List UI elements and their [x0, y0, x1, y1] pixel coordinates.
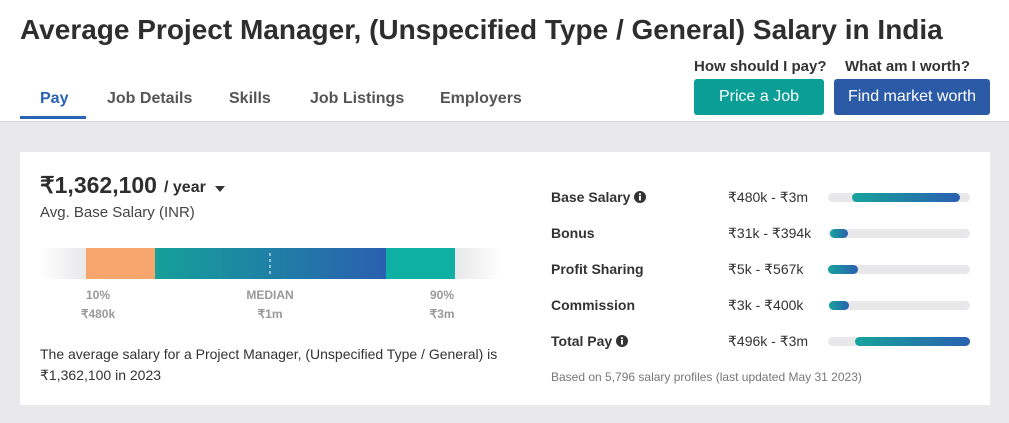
- page-title: Average Project Manager, (Unspecified Ty…: [20, 14, 943, 45]
- range-value: ₹3m: [429, 307, 455, 321]
- tab[interactable]: Pay: [40, 90, 69, 107]
- pay-row-label: Profit Sharing: [551, 261, 644, 277]
- pay-row-fill: [829, 301, 849, 310]
- label-text: Base Salary: [551, 189, 631, 205]
- range-fade: [40, 248, 86, 279]
- pay-row-track: [828, 265, 970, 274]
- pay-row-label: Total Pay: [551, 333, 629, 349]
- info-icon[interactable]: [634, 191, 647, 203]
- salary-period[interactable]: / year: [164, 179, 206, 196]
- pay-row-range: ₹3k - ₹400k: [728, 297, 804, 313]
- pay-row-label: Commission: [551, 297, 636, 313]
- tab-underline: [20, 116, 86, 119]
- range-value: ₹1m: [257, 307, 283, 321]
- pay-row-range: ₹496k - ₹3m: [728, 333, 809, 349]
- cta-question: What am I worth?: [845, 58, 970, 75]
- range-high: [386, 248, 455, 279]
- range-middle: [155, 248, 386, 279]
- pay-row-fill: [852, 193, 960, 202]
- pay-row-fill: [830, 229, 848, 238]
- pay-row-label: Bonus: [551, 225, 595, 241]
- cta-question: How should I pay?: [694, 58, 827, 75]
- tab[interactable]: Job Listings: [310, 90, 405, 107]
- footnote: Based on 5,796 salary profiles (last upd…: [551, 370, 862, 384]
- range-label: 10%: [85, 288, 111, 302]
- price-job-button[interactable]: Price a Job: [694, 79, 824, 115]
- pay-row-label: Base Salary: [551, 189, 647, 205]
- salary-description: The average salary for a Project Manager…: [40, 346, 498, 383]
- period-dropdown-caret[interactable]: [215, 186, 225, 192]
- label-text: Total Pay: [551, 333, 613, 349]
- pay-row-track: [828, 229, 970, 238]
- range-fade: [455, 248, 501, 279]
- salary-caption: Avg. Base Salary (INR): [40, 204, 195, 221]
- market-worth-button[interactable]: Find market worth: [834, 79, 990, 115]
- salary-amount: ₹1,362,100: [40, 172, 157, 198]
- pay-row-fill: [855, 337, 970, 346]
- salary-range-bar: [40, 248, 501, 279]
- tab[interactable]: Job Details: [107, 90, 193, 107]
- pay-row-fill: [828, 265, 858, 274]
- range-label: 90%: [429, 288, 455, 302]
- pay-row-track: [828, 337, 970, 346]
- range-value: ₹480k: [80, 307, 116, 321]
- tab[interactable]: Skills: [229, 90, 271, 107]
- info-icon[interactable]: [616, 335, 629, 347]
- pay-row-range: ₹480k - ₹3m: [728, 189, 809, 205]
- tab[interactable]: Employers: [440, 90, 522, 107]
- pay-row-range: ₹31k - ₹394k: [728, 225, 812, 241]
- pay-row-track: [828, 193, 970, 202]
- range-low: [86, 248, 155, 279]
- range-label: MEDIAN: [246, 288, 294, 302]
- pay-row-track: [828, 301, 970, 310]
- pay-row-range: ₹5k - ₹567k: [728, 261, 804, 277]
